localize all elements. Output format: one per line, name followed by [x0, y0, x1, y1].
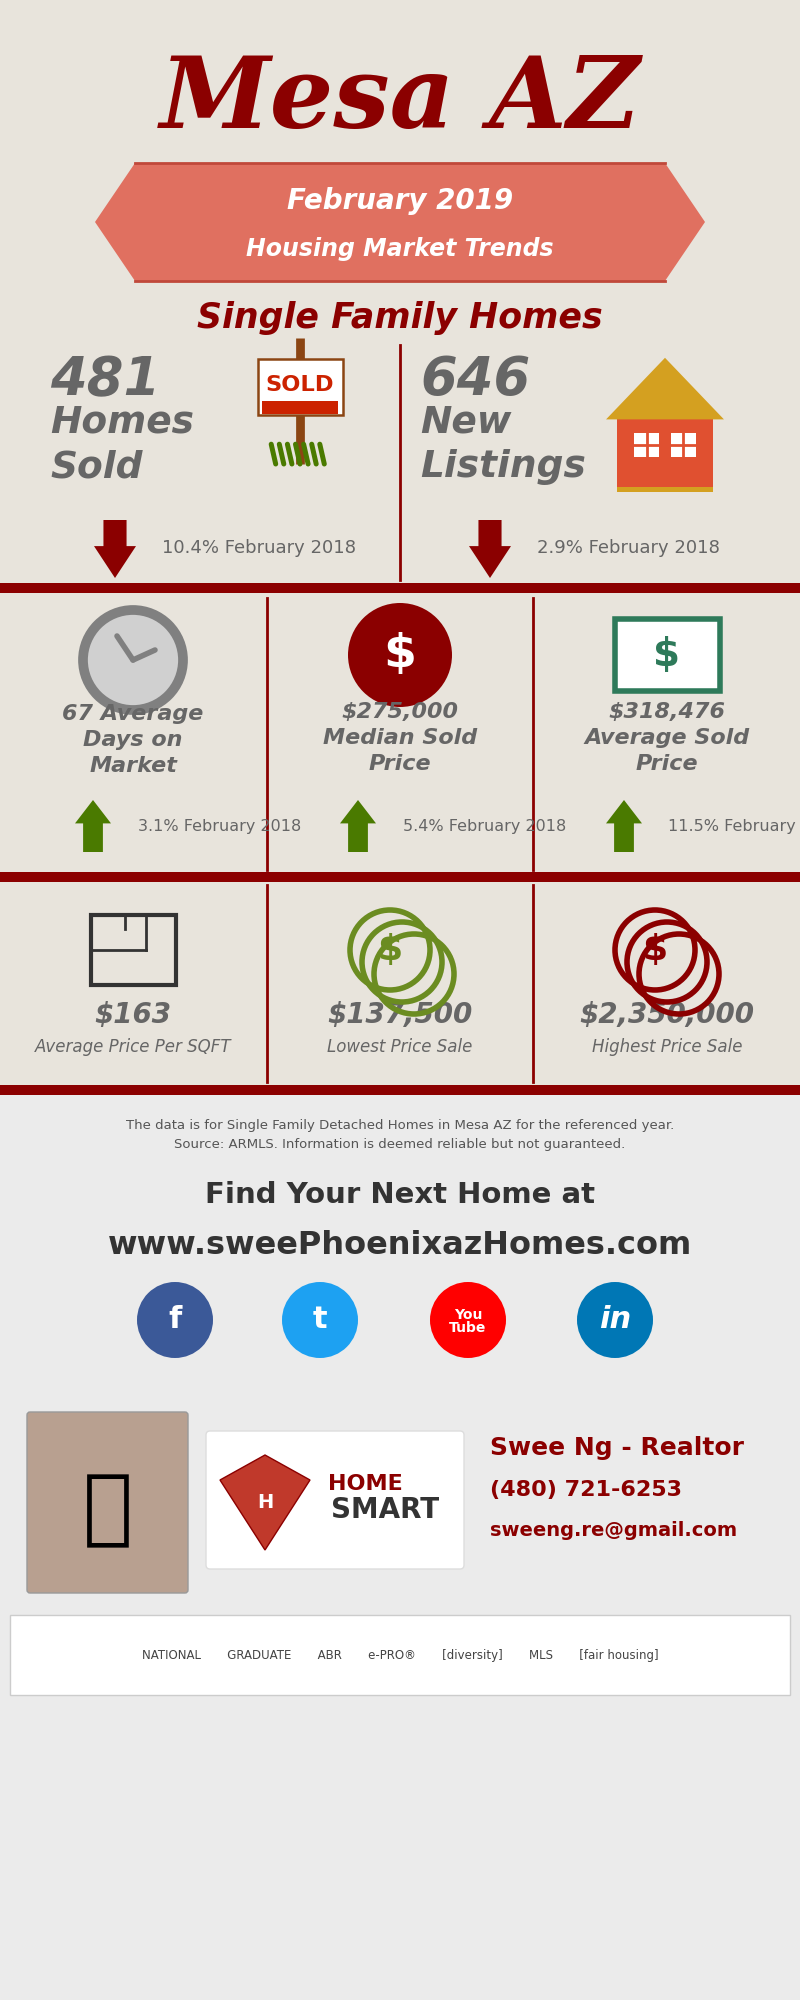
Text: Mesa AZ: Mesa AZ: [159, 52, 641, 148]
Text: H: H: [257, 1494, 273, 1512]
Text: Single Family Homes: Single Family Homes: [197, 300, 603, 334]
FancyBboxPatch shape: [206, 1432, 464, 1568]
Text: 2.9% February 2018: 2.9% February 2018: [537, 538, 720, 556]
FancyBboxPatch shape: [135, 164, 665, 280]
Circle shape: [430, 1282, 506, 1358]
Text: February 2019: February 2019: [287, 188, 513, 216]
Text: Highest Price Sale: Highest Price Sale: [592, 1038, 742, 1056]
Text: f: f: [168, 1306, 182, 1334]
Text: www.sweePhoenixazHomes.com: www.sweePhoenixazHomes.com: [108, 1230, 692, 1260]
Polygon shape: [340, 800, 376, 852]
Circle shape: [282, 1282, 358, 1358]
FancyBboxPatch shape: [0, 584, 800, 592]
Text: $: $: [383, 632, 417, 678]
Text: sweeng.re@gmail.com: sweeng.re@gmail.com: [490, 1520, 737, 1540]
Text: SOLD: SOLD: [266, 374, 334, 394]
Text: $: $: [378, 932, 402, 968]
FancyBboxPatch shape: [617, 420, 714, 490]
Text: You: You: [454, 1308, 482, 1322]
Text: HOME: HOME: [328, 1474, 402, 1494]
Polygon shape: [469, 520, 511, 578]
FancyBboxPatch shape: [262, 400, 338, 414]
Text: (480) 721-6253: (480) 721-6253: [490, 1480, 682, 1500]
Polygon shape: [220, 1456, 310, 1550]
Text: Lowest Price Sale: Lowest Price Sale: [327, 1038, 473, 1056]
Text: Find Your Next Home at: Find Your Next Home at: [205, 1180, 595, 1208]
Text: Housing Market Trends: Housing Market Trends: [246, 236, 554, 260]
FancyBboxPatch shape: [617, 488, 714, 492]
Text: $275,000
Median Sold
Price: $275,000 Median Sold Price: [323, 702, 477, 774]
Text: New
Listings: New Listings: [420, 404, 586, 486]
Text: 10.4% February 2018: 10.4% February 2018: [162, 538, 356, 556]
Polygon shape: [606, 358, 724, 420]
Polygon shape: [95, 164, 135, 280]
Text: t: t: [313, 1306, 327, 1334]
FancyBboxPatch shape: [634, 432, 659, 458]
Text: 11.5% February 2018: 11.5% February 2018: [668, 818, 800, 834]
Text: Homes
Sold: Homes Sold: [50, 404, 194, 486]
Text: 67 Average
Days on
Market: 67 Average Days on Market: [62, 704, 204, 776]
Text: $318,476
Average Sold
Price: $318,476 Average Sold Price: [585, 702, 750, 774]
Polygon shape: [75, 800, 111, 852]
Text: $2,350,000: $2,350,000: [579, 1000, 754, 1028]
Polygon shape: [94, 520, 136, 578]
Text: Average Price Per SQFT: Average Price Per SQFT: [34, 1038, 231, 1056]
FancyBboxPatch shape: [0, 1084, 800, 1096]
Text: 3.1% February 2018: 3.1% February 2018: [138, 818, 302, 834]
FancyBboxPatch shape: [0, 1096, 800, 2000]
FancyBboxPatch shape: [27, 1412, 188, 1592]
Text: $137,500: $137,500: [327, 1000, 473, 1028]
Circle shape: [577, 1282, 653, 1358]
Text: Tube: Tube: [450, 1320, 486, 1336]
Text: NATIONAL       GRADUATE       ABR       e-PRO®       [diversity]       MLS      : NATIONAL GRADUATE ABR e-PRO® [diversity]…: [142, 1648, 658, 1662]
FancyBboxPatch shape: [10, 1616, 790, 1696]
Text: $163: $163: [94, 1000, 171, 1028]
Text: $: $: [642, 932, 668, 968]
Text: 5.4% February 2018: 5.4% February 2018: [403, 818, 566, 834]
Polygon shape: [606, 800, 642, 852]
Polygon shape: [665, 164, 705, 280]
Text: in: in: [599, 1306, 631, 1334]
Text: The data is for Single Family Detached Homes in Mesa AZ for the referenced year.: The data is for Single Family Detached H…: [126, 1120, 674, 1152]
Circle shape: [87, 614, 179, 706]
FancyBboxPatch shape: [671, 432, 696, 458]
Circle shape: [348, 604, 452, 708]
Text: Swee Ng - Realtor: Swee Ng - Realtor: [490, 1436, 744, 1460]
FancyBboxPatch shape: [258, 358, 342, 414]
Text: SMART: SMART: [331, 1496, 439, 1524]
FancyBboxPatch shape: [0, 872, 800, 882]
Circle shape: [137, 1282, 213, 1358]
Text: 646: 646: [420, 354, 530, 406]
FancyBboxPatch shape: [614, 620, 719, 692]
Text: 👤: 👤: [83, 1470, 133, 1550]
Text: 481: 481: [50, 354, 160, 406]
Text: $: $: [654, 636, 681, 674]
